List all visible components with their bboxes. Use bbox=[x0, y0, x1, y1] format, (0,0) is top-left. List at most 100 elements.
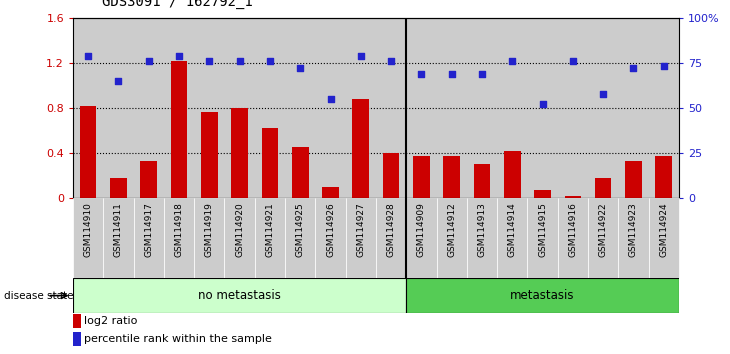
Point bbox=[507, 58, 518, 64]
Point bbox=[658, 64, 669, 69]
Point bbox=[597, 91, 609, 96]
Bar bbox=[225, 198, 255, 278]
Text: GSM114925: GSM114925 bbox=[296, 202, 304, 257]
Bar bbox=[134, 198, 164, 278]
Point bbox=[204, 58, 215, 64]
Text: GSM114915: GSM114915 bbox=[538, 202, 547, 257]
Bar bbox=[134, 18, 164, 198]
Bar bbox=[73, 332, 80, 346]
Text: GSM114914: GSM114914 bbox=[508, 202, 517, 257]
Bar bbox=[201, 113, 218, 198]
Text: GSM114916: GSM114916 bbox=[569, 202, 577, 257]
Text: GDS3091 / 162792_1: GDS3091 / 162792_1 bbox=[102, 0, 253, 9]
Bar bbox=[164, 18, 194, 198]
Text: GSM114917: GSM114917 bbox=[145, 202, 153, 257]
Bar bbox=[255, 198, 285, 278]
Bar bbox=[322, 187, 339, 198]
Text: GSM114912: GSM114912 bbox=[447, 202, 456, 257]
Point bbox=[82, 53, 94, 58]
Bar bbox=[104, 198, 134, 278]
Bar bbox=[497, 18, 528, 198]
Bar bbox=[315, 18, 346, 198]
Text: GSM114923: GSM114923 bbox=[629, 202, 638, 257]
Point bbox=[325, 96, 337, 102]
Bar bbox=[528, 198, 558, 278]
Bar bbox=[407, 198, 437, 278]
Point bbox=[567, 58, 579, 64]
Bar bbox=[73, 314, 80, 328]
Bar bbox=[467, 18, 497, 198]
Bar bbox=[558, 18, 588, 198]
Point bbox=[294, 65, 306, 71]
Bar bbox=[443, 156, 460, 198]
Text: percentile rank within the sample: percentile rank within the sample bbox=[84, 335, 272, 344]
Text: GSM114910: GSM114910 bbox=[84, 202, 93, 257]
Bar bbox=[497, 198, 528, 278]
Bar bbox=[73, 18, 104, 198]
Bar bbox=[588, 18, 618, 198]
Point bbox=[415, 71, 427, 76]
Point bbox=[173, 53, 185, 58]
Bar bbox=[194, 18, 225, 198]
Bar bbox=[407, 18, 437, 198]
Bar bbox=[656, 156, 672, 198]
Bar bbox=[437, 198, 467, 278]
Bar bbox=[225, 18, 255, 198]
Point bbox=[385, 58, 397, 64]
Text: log2 ratio: log2 ratio bbox=[84, 316, 137, 326]
Bar bbox=[285, 198, 315, 278]
Text: no metastasis: no metastasis bbox=[198, 289, 281, 302]
Bar bbox=[437, 18, 467, 198]
Point bbox=[476, 71, 488, 76]
Point bbox=[446, 71, 458, 76]
Bar bbox=[564, 196, 581, 198]
Text: GSM114924: GSM114924 bbox=[659, 202, 668, 257]
Point bbox=[234, 58, 245, 64]
Point bbox=[264, 58, 276, 64]
Bar bbox=[255, 18, 285, 198]
Text: disease state: disease state bbox=[4, 291, 73, 301]
Bar bbox=[376, 18, 407, 198]
Bar bbox=[649, 198, 679, 278]
Bar bbox=[376, 198, 407, 278]
Text: metastasis: metastasis bbox=[510, 289, 575, 302]
Point bbox=[537, 102, 548, 107]
Bar bbox=[618, 18, 649, 198]
Text: GSM114928: GSM114928 bbox=[387, 202, 396, 257]
Bar bbox=[588, 198, 618, 278]
Bar bbox=[73, 198, 104, 278]
Bar bbox=[595, 178, 612, 198]
Text: GSM114913: GSM114913 bbox=[477, 202, 486, 257]
Bar bbox=[346, 198, 376, 278]
Bar bbox=[413, 156, 430, 198]
Bar bbox=[110, 178, 127, 198]
Bar bbox=[625, 161, 642, 198]
Bar bbox=[292, 148, 309, 198]
Bar bbox=[140, 161, 157, 198]
Bar bbox=[407, 278, 679, 313]
Bar bbox=[504, 151, 520, 198]
Bar bbox=[346, 18, 376, 198]
Text: GSM114927: GSM114927 bbox=[356, 202, 365, 257]
Bar bbox=[104, 18, 134, 198]
Bar bbox=[231, 108, 248, 198]
Bar bbox=[73, 278, 407, 313]
Bar bbox=[164, 198, 194, 278]
Bar bbox=[618, 198, 649, 278]
Bar bbox=[80, 106, 96, 198]
Text: GSM114921: GSM114921 bbox=[266, 202, 274, 257]
Bar bbox=[649, 18, 679, 198]
Bar bbox=[467, 198, 497, 278]
Bar bbox=[534, 190, 551, 198]
Text: GSM114926: GSM114926 bbox=[326, 202, 335, 257]
Point bbox=[112, 78, 124, 84]
Point bbox=[628, 65, 639, 71]
Point bbox=[143, 58, 155, 64]
Text: GSM114922: GSM114922 bbox=[599, 202, 607, 257]
Bar bbox=[194, 198, 225, 278]
Bar bbox=[353, 99, 369, 198]
Point bbox=[355, 53, 366, 58]
Bar bbox=[315, 198, 346, 278]
Bar bbox=[171, 61, 188, 198]
Bar bbox=[261, 128, 278, 198]
